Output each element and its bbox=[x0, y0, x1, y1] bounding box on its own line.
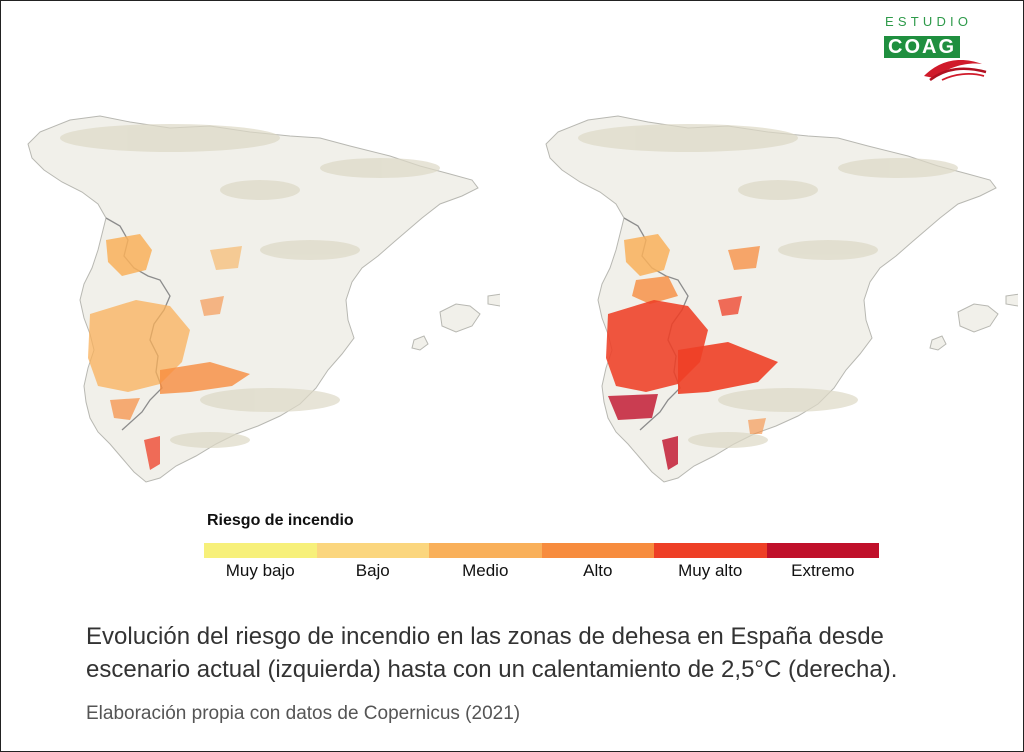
source-note: Elaboración propia con datos de Copernic… bbox=[86, 703, 521, 724]
legend-swatch-1 bbox=[316, 543, 429, 558]
map-current-scenario bbox=[27, 115, 500, 483]
relief-shading bbox=[578, 124, 958, 448]
legend-label-2: Medio bbox=[462, 561, 509, 580]
legend-label-3: Alto bbox=[583, 561, 613, 580]
coag-logo: ESTUDIO COAG bbox=[882, 12, 992, 82]
legend-swatch-5 bbox=[766, 543, 879, 558]
figure-caption: Evolución del riesgo de incendio en las … bbox=[86, 620, 986, 686]
legend-label-1: Bajo bbox=[355, 561, 390, 580]
caption-line-2: escenario actual (izquierda) hasta con u… bbox=[86, 656, 898, 683]
legend-label-4: Muy alto bbox=[678, 561, 743, 580]
legend-color-bar bbox=[204, 543, 879, 558]
relief-shading bbox=[60, 124, 440, 448]
logo-swoosh-icon bbox=[924, 60, 987, 82]
caption-line-1: Evolución del riesgo de incendio en las … bbox=[86, 623, 884, 650]
legend-label-5: Extremo bbox=[791, 561, 855, 580]
logo-top-text: ESTUDIO bbox=[885, 14, 973, 29]
legend-swatch-0 bbox=[204, 543, 317, 558]
legend-title: Riesgo de incendio bbox=[207, 512, 354, 529]
logo-main-text: COAG bbox=[884, 36, 960, 58]
legend-swatch-2 bbox=[429, 543, 542, 558]
legend-swatch-3 bbox=[541, 543, 654, 558]
map-warming-scenario bbox=[545, 115, 1018, 483]
fire-risk-areas-current bbox=[88, 234, 250, 470]
legend-label-0: Muy bajo bbox=[225, 561, 295, 580]
legend-swatch-4 bbox=[654, 543, 767, 558]
fire-risk-areas-warming bbox=[606, 234, 778, 470]
